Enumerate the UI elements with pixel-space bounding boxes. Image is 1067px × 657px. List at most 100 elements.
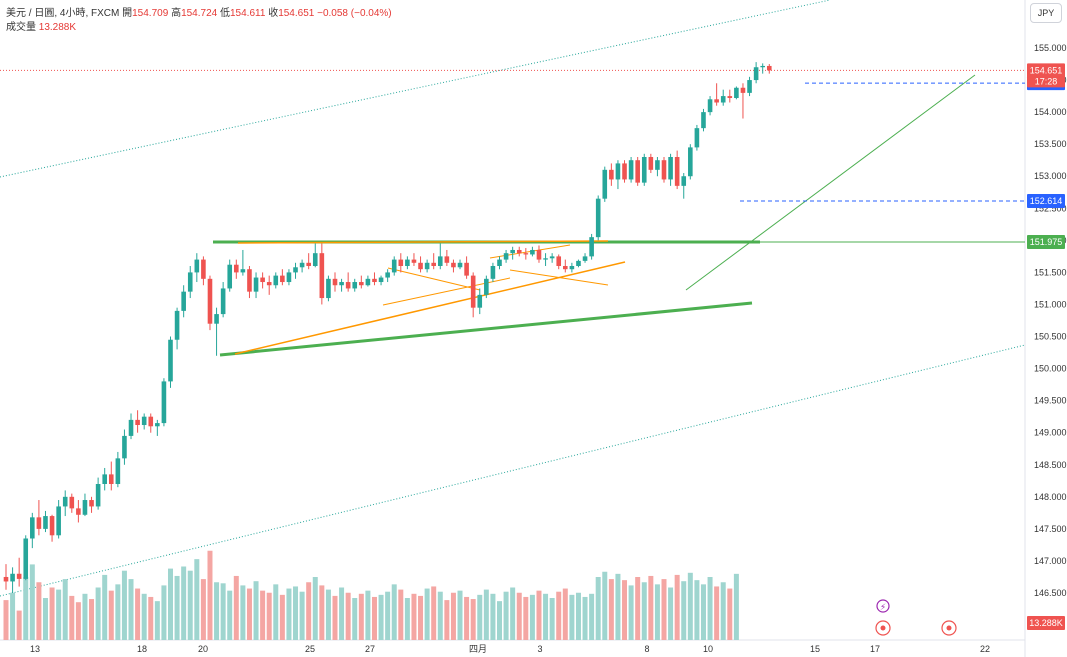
- x-tick-label: 10: [703, 644, 713, 654]
- y-tick-label: 150.500: [1034, 332, 1067, 342]
- x-tick-label: 8: [644, 644, 649, 654]
- candle-body: [444, 256, 450, 263]
- candle-body: [398, 259, 404, 266]
- candle-body: [43, 516, 48, 529]
- volume-bar: [266, 592, 272, 640]
- symbol-name: 美元 / 日圓, 4小時, FXCM: [6, 8, 120, 19]
- x-tick-label: 17: [870, 644, 880, 654]
- candle-body: [266, 282, 272, 286]
- candle-body: [82, 500, 88, 515]
- volume-bar: [654, 584, 660, 640]
- volume-bar: [648, 575, 654, 640]
- volume-bar: [319, 585, 325, 640]
- candle-body: [582, 256, 588, 261]
- candle-body: [536, 249, 542, 260]
- y-tick-label: 155.000: [1034, 43, 1067, 53]
- candle-body: [760, 65, 765, 68]
- wedge-bottom-line: [234, 261, 626, 355]
- volume-bar: [299, 591, 305, 640]
- volume-bar: [16, 610, 22, 640]
- volume-bar: [424, 588, 430, 640]
- volume-bar: [714, 586, 720, 640]
- candle-body: [694, 128, 700, 148]
- candle-body: [260, 277, 265, 283]
- candle-body: [635, 160, 640, 183]
- volume-bar: [556, 591, 562, 640]
- low-value: 154.611: [230, 8, 266, 19]
- candle-body: [359, 282, 364, 286]
- volume-bar: [464, 596, 470, 640]
- volume-bar: [490, 593, 496, 640]
- candle-body: [16, 573, 22, 579]
- volume-bar: [214, 582, 220, 640]
- x-tick-label: 22: [980, 644, 990, 654]
- candle-body: [306, 262, 311, 266]
- lightning-glyph: ⚡: [880, 603, 886, 613]
- candle-body: [569, 266, 575, 270]
- candle-body: [543, 258, 548, 260]
- candle-body: [510, 249, 515, 254]
- candle-body: [312, 253, 318, 266]
- volume-bar: [220, 583, 226, 640]
- candle-body: [273, 275, 279, 286]
- volume-label: 成交量: [6, 22, 36, 33]
- countdown-tag: 17:28: [1035, 76, 1058, 86]
- candle-body: [339, 282, 344, 286]
- volume-bar: [510, 587, 516, 640]
- level-tag-b: 152.614: [1030, 196, 1063, 206]
- volume-bar: [378, 594, 384, 640]
- x-tick-label: 13: [30, 644, 40, 654]
- volume-bar: [543, 593, 549, 640]
- candle-body: [484, 278, 489, 295]
- candle-body: [734, 87, 739, 99]
- candle-body: [378, 277, 384, 283]
- candle-body: [352, 282, 358, 289]
- volume-bar: [457, 590, 463, 640]
- volume-bar: [312, 577, 318, 640]
- volume-bar: [523, 596, 529, 640]
- y-tick-label: 149.000: [1034, 428, 1067, 438]
- volume-bar: [174, 575, 180, 640]
- volume-bar: [69, 595, 75, 640]
- candle-body: [615, 163, 621, 180]
- candle-body: [470, 275, 476, 308]
- volume-bar: [582, 596, 588, 640]
- volume-bar: [622, 580, 628, 640]
- candle-body: [155, 423, 160, 427]
- volume-bar: [694, 580, 700, 640]
- candle-body: [602, 169, 608, 199]
- candle-body: [457, 262, 463, 268]
- candle-body: [62, 496, 68, 507]
- channel-upper-line: [0, 0, 831, 178]
- y-tick-label: 151.500: [1034, 267, 1067, 277]
- volume-bar: [431, 586, 437, 640]
- volume-bar: [635, 577, 641, 640]
- volume-bar: [200, 579, 206, 640]
- volume-bar: [293, 586, 299, 640]
- candle-body: [207, 278, 213, 324]
- volume-tag-bg: [1027, 616, 1065, 630]
- volume-bar: [181, 566, 187, 640]
- volume-bar: [246, 588, 252, 640]
- volume-bar: [562, 588, 568, 640]
- pattern-line-b: [382, 277, 511, 306]
- volume-bar: [36, 582, 42, 640]
- level-tag-c: 151.975: [1030, 237, 1063, 247]
- volume-bar: [62, 579, 68, 640]
- volume-bar: [227, 590, 233, 640]
- y-tick-label: 148.000: [1034, 492, 1067, 502]
- candle-body: [418, 262, 423, 270]
- candle-body: [3, 576, 9, 582]
- volume-bar: [194, 559, 200, 640]
- y-tick-label: 148.500: [1034, 460, 1067, 470]
- volume-bar: [75, 602, 81, 640]
- candle-body: [102, 474, 107, 484]
- candle-body: [30, 517, 35, 539]
- currency-button[interactable]: JPY: [1030, 3, 1062, 23]
- lightning-icon[interactable]: [876, 599, 890, 613]
- volume-bar: [207, 550, 213, 640]
- candle-body: [641, 157, 647, 183]
- candle-body: [391, 259, 397, 273]
- candle-body: [609, 169, 614, 180]
